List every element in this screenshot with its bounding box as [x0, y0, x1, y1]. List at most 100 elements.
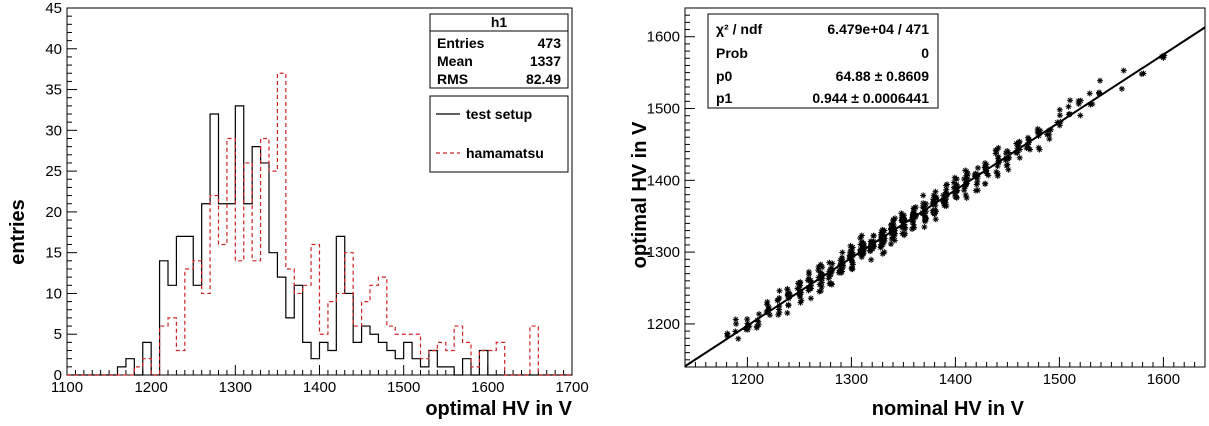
- x-tick-label: 1100: [51, 379, 83, 396]
- fit-line: [684, 26, 1206, 368]
- scatter-point: [973, 181, 980, 188]
- stats-value-chi2: 6.479e+04 / 471: [827, 21, 929, 37]
- x-tick-label: 1300: [835, 371, 868, 388]
- y-axis-title: optimal HV in V: [629, 121, 651, 268]
- scatter-point: [1016, 138, 1023, 145]
- y-tick-label: 40: [45, 41, 62, 58]
- scatter-point: [881, 249, 888, 256]
- y-axis-title: entries: [7, 199, 29, 265]
- scatter-point: [1034, 125, 1041, 132]
- scatter-point: [932, 216, 939, 223]
- scatter-point: [1067, 97, 1074, 104]
- scatter-point: [870, 232, 877, 239]
- scatter-point: [931, 211, 938, 218]
- scatter-point: [1077, 97, 1084, 104]
- stats-label-mean: Mean: [437, 53, 473, 69]
- scatter-chart: 1200 1300 1400 1500 1600 1200 1300 1400 1500 160…: [629, 7, 1206, 420]
- y-tick-label: 20: [45, 204, 62, 221]
- scatter-point: [942, 189, 949, 196]
- scatter-point: [735, 335, 742, 342]
- scatter-point: [1120, 67, 1127, 74]
- scatter-point: [963, 194, 970, 201]
- scatter-point: [953, 194, 960, 201]
- scatter-point: [992, 147, 999, 154]
- x-tick-label: 1700: [555, 379, 588, 396]
- y-tick-label: 35: [45, 82, 62, 99]
- scatter-point: [1086, 90, 1093, 97]
- scatter-point: [943, 181, 950, 188]
- scatter-point: [911, 224, 918, 231]
- scatter-point: [744, 326, 751, 333]
- x-tick-label: 1400: [303, 379, 336, 396]
- stats-label-rms: RMS: [437, 71, 468, 87]
- scatter-point: [776, 309, 783, 316]
- scatter-point: [724, 330, 731, 337]
- y-tick-label: 1600: [647, 29, 680, 46]
- histogram-chart: 1100 1200 1300 1400 1500 1600 1700 0 5 10 15 20 25 3…: [7, 0, 589, 420]
- scatter-point: [829, 260, 836, 267]
- legend-label-test-setup: test setup: [466, 106, 532, 122]
- y-tick-label: 30: [45, 122, 62, 139]
- fit-stats-box: χ² / ndf 6.479e+04 / 471 Prob 0 p0 64.88…: [707, 13, 939, 109]
- stats-value-p1: 0.944 ± 0.0006441: [812, 90, 929, 106]
- y-tick-label: 1200: [647, 316, 680, 333]
- scatter-point: [766, 312, 773, 319]
- scatter-point: [898, 213, 905, 220]
- scatter-point: [785, 301, 792, 308]
- scatter-point: [816, 281, 823, 288]
- scatter-point: [807, 295, 814, 302]
- scatter-point: [878, 243, 885, 250]
- scatter-point: [902, 230, 909, 237]
- scatter-point: [753, 323, 760, 330]
- x-tick-label: 1500: [387, 379, 420, 396]
- y-tick-label: 25: [45, 163, 62, 180]
- scatter-point: [964, 170, 971, 177]
- stats-label-prob: Prob: [716, 45, 748, 61]
- scatter-point: [1016, 154, 1023, 161]
- scatter-point: [784, 309, 791, 316]
- scatter-point: [1005, 166, 1012, 173]
- scatter-point: [849, 266, 856, 273]
- scatter-point: [910, 205, 917, 212]
- scatter-point: [1065, 103, 1072, 110]
- scatter-point: [797, 282, 804, 289]
- scatter-point: [974, 164, 981, 171]
- stats-label-p1: p1: [716, 90, 733, 106]
- scatter-point: [881, 227, 888, 234]
- stats-label-entries: Entries: [437, 35, 485, 51]
- scatter-point: [985, 172, 992, 179]
- legend-box: test setup hamamatsu: [429, 95, 569, 173]
- x-tick-label: 1400: [939, 371, 972, 388]
- scatter-point: [951, 174, 958, 181]
- y-tick-label: 5: [54, 326, 62, 343]
- scatter-point: [860, 250, 867, 257]
- x-tick-label: 1500: [1043, 371, 1076, 388]
- scatter-point: [806, 271, 813, 278]
- stats-value-mean: 1337: [530, 53, 561, 69]
- scatter-point: [868, 256, 875, 263]
- scatter-point: [817, 261, 824, 268]
- scatter-point: [888, 222, 895, 229]
- scatter-point: [858, 238, 865, 245]
- scatter-point: [1140, 70, 1147, 77]
- y-tick-label: 10: [45, 285, 62, 302]
- scatter-point: [890, 216, 897, 223]
- scatter-point: [784, 286, 791, 293]
- scatter-point: [776, 294, 783, 301]
- scatter-point: [808, 285, 815, 292]
- y-tick-label: 1300: [647, 244, 680, 261]
- scatter-point: [920, 192, 927, 199]
- scatter-point: [910, 218, 917, 225]
- scatter-point: [839, 249, 846, 256]
- stats-value-rms: 82.49: [526, 71, 561, 87]
- scatter-point: [1097, 77, 1104, 84]
- scatter-point: [993, 169, 1000, 176]
- legend-label-hamamatsu: hamamatsu: [466, 145, 544, 161]
- histogram-series-test-setup: [67, 105, 572, 376]
- stats-box: h1 Entries 473 Mean 1337 RMS 82.49: [429, 13, 569, 89]
- scatter-point: [1046, 135, 1053, 142]
- scatter-point: [1027, 146, 1034, 153]
- scatter-point: [888, 241, 895, 248]
- y-tick-label: 1400: [647, 172, 680, 189]
- scatter-point: [878, 229, 885, 236]
